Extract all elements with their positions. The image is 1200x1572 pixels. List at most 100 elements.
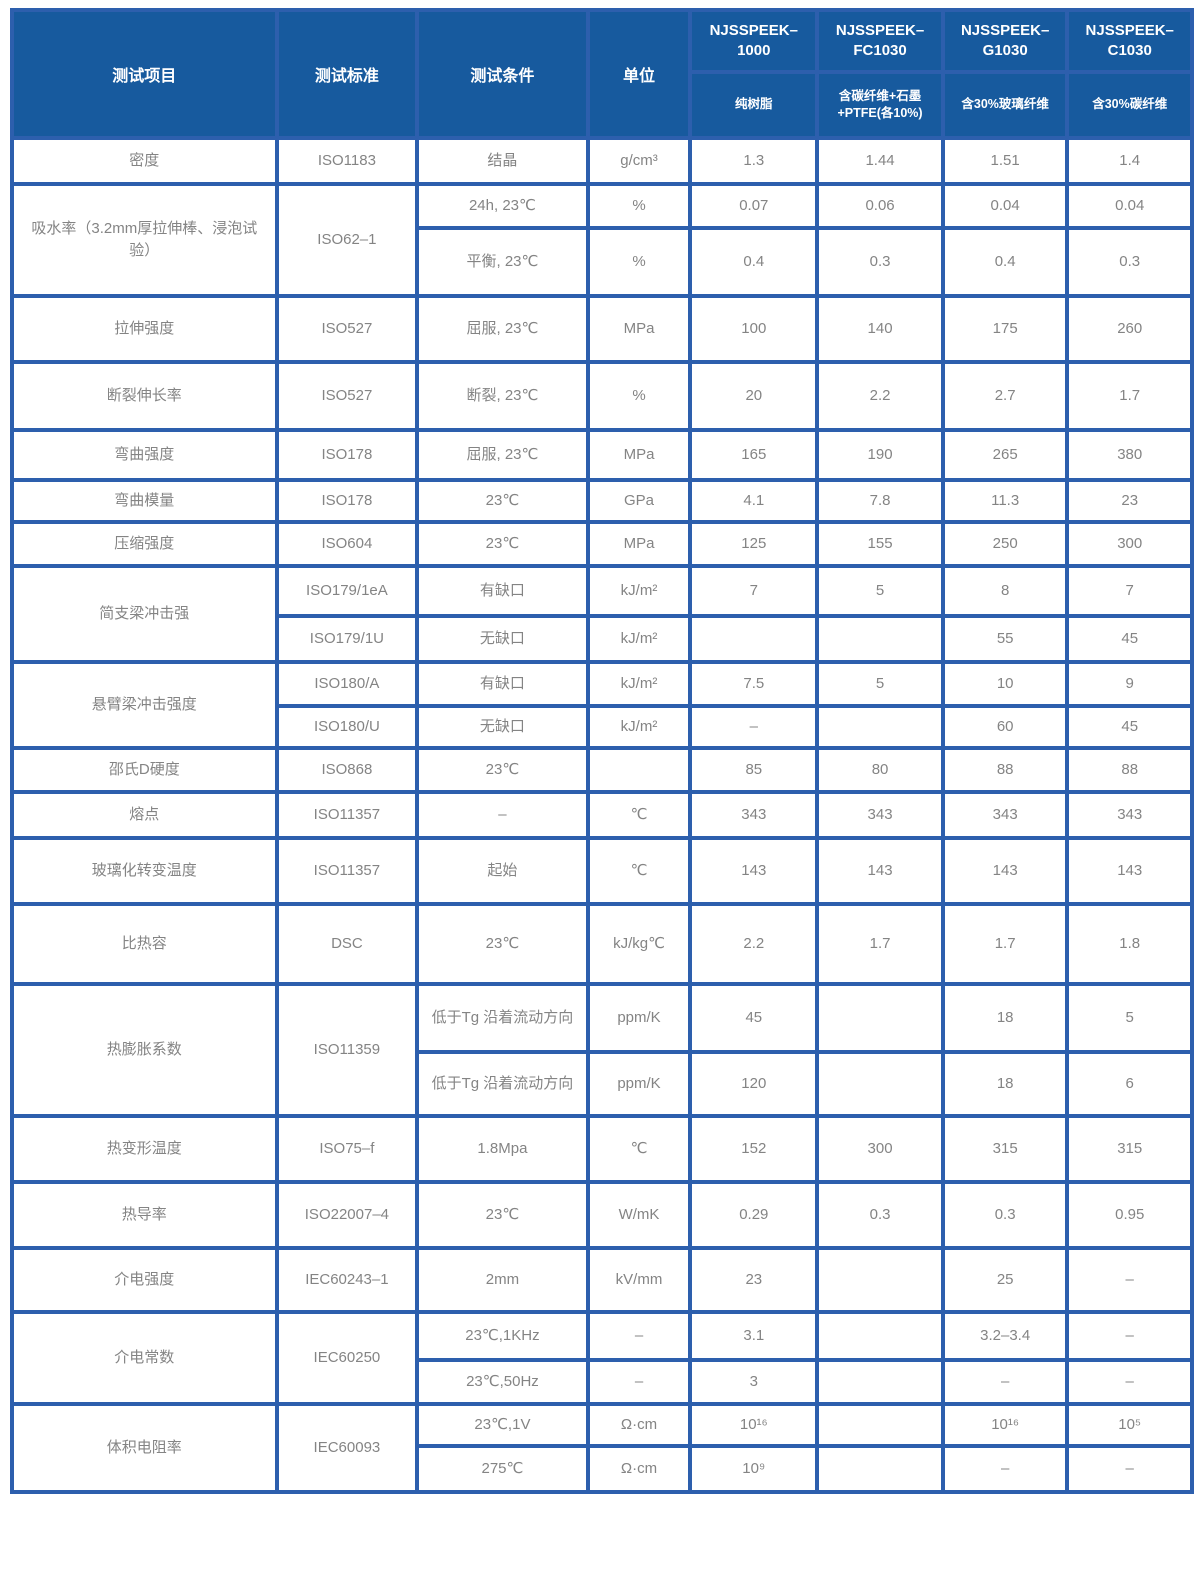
- value-cell: 315: [1069, 1118, 1190, 1180]
- table-row-cte-1: 热膨胀系数 ISO11359 低于Tg 沿着流动方向 ppm/K 45 18 5: [14, 986, 1190, 1114]
- value-cell: 8: [944, 568, 1066, 614]
- row-condition: 23℃,1KHz: [419, 1314, 586, 1358]
- value-cell: 11.3: [944, 482, 1066, 520]
- value-cell: 155: [819, 524, 941, 564]
- value-cell: 0.4: [692, 230, 816, 294]
- table-row-thermal-conductivity: 热导率 ISO22007–4 23℃ W/mK 0.29 0.3 0.3 0.9…: [14, 1184, 1190, 1246]
- row-unit: ℃: [589, 794, 689, 836]
- value-cell: 1.4: [1069, 140, 1190, 182]
- value-cell: 143: [1069, 840, 1190, 902]
- product-name-line1: NJSSPEEK–: [1085, 21, 1174, 39]
- value-cell: 23: [692, 1250, 816, 1310]
- product-name-line2: FC1030: [853, 42, 907, 59]
- value-cell: 5: [819, 568, 941, 614]
- table-row-izod-notched: 悬臂梁冲击强度 ISO180/A 有缺口 kJ/m² 7.5 5 10 9: [14, 664, 1190, 746]
- row-condition: 结晶: [419, 140, 586, 182]
- product-name-line1: NJSSPEEK–: [835, 21, 925, 39]
- value-cell: 5: [1069, 986, 1190, 1050]
- table-row-specific-heat: 比热容 DSC 23℃ kJ/kg℃ 2.2 1.7 1.7 1.8: [14, 906, 1190, 982]
- row-condition: 23℃,50Hz: [419, 1362, 586, 1402]
- value-cell: 0.04: [1069, 186, 1190, 226]
- value-cell: 60: [944, 708, 1066, 746]
- value-cell: 3.1: [692, 1314, 816, 1358]
- value-cell: 165: [692, 432, 816, 478]
- row-standard: ISO178: [278, 432, 416, 478]
- value-cell: 0.3: [944, 1184, 1066, 1246]
- value-cell: 7: [692, 568, 816, 614]
- row-condition: 起始: [419, 840, 586, 902]
- value-cell: 0.95: [1069, 1184, 1190, 1246]
- row-standard: DSC: [278, 906, 416, 982]
- row-condition: –: [419, 794, 586, 836]
- table-row-tensile: 拉伸强度 ISO527 屈服, 23℃ MPa 100 140 175 260: [14, 298, 1190, 360]
- row-unit: W/mK: [589, 1184, 689, 1246]
- row-label: 断裂伸长率: [14, 364, 275, 428]
- value-cell: 4.1: [692, 482, 816, 520]
- row-unit: –: [589, 1314, 689, 1358]
- product-header-fc1030: NJSSPEEK– FC1030: [819, 12, 941, 70]
- product-header-1000: NJSSPEEK– 1000: [692, 12, 816, 70]
- value-cell: –: [1069, 1250, 1190, 1310]
- value-cell: –: [1069, 1362, 1190, 1402]
- value-cell: 2.2: [692, 906, 816, 982]
- row-condition: 断裂, 23℃: [419, 364, 586, 428]
- product-name-line2: 1000: [737, 42, 771, 59]
- value-cell: 10⁹: [692, 1448, 816, 1490]
- value-cell: 0.07: [692, 186, 816, 226]
- value-cell: 25: [944, 1250, 1066, 1310]
- value-cell: 3.2–3.4: [944, 1314, 1066, 1358]
- row-unit: Ω·cm: [589, 1448, 689, 1490]
- row-unit: ppm/K: [589, 986, 689, 1050]
- row-standard: ISO527: [278, 298, 416, 360]
- value-cell: 85: [692, 750, 816, 790]
- value-cell: 45: [1069, 618, 1190, 660]
- row-standard: ISO11359: [278, 986, 416, 1114]
- row-condition: 屈服, 23℃: [419, 298, 586, 360]
- value-cell: [819, 986, 941, 1050]
- row-condition: 有缺口: [419, 664, 586, 704]
- column-header-test-condition: 测试条件: [419, 12, 586, 136]
- value-cell: 1.7: [944, 906, 1066, 982]
- table-row-cte-2: 低于Tg 沿着流动方向 ppm/K 120 18 6: [14, 1054, 1190, 1114]
- row-standard: ISO180/U: [278, 708, 416, 746]
- row-label: 体积电阻率: [14, 1406, 275, 1490]
- row-unit: ℃: [589, 1118, 689, 1180]
- row-standard: ISO868: [278, 750, 416, 790]
- table-row-glass-transition: 玻璃化转变温度 ISO11357 起始 ℃ 143 143 143 143: [14, 840, 1190, 902]
- row-condition: 275℃: [419, 1448, 586, 1490]
- row-standard: ISO180/A: [278, 664, 416, 704]
- product-desc-1000: 纯树脂: [692, 74, 816, 136]
- row-label: 热变形温度: [14, 1118, 275, 1180]
- value-cell: 0.3: [819, 1184, 941, 1246]
- row-unit: kJ/m²: [589, 618, 689, 660]
- row-condition: 23℃: [419, 750, 586, 790]
- row-standard: ISO62–1: [278, 186, 416, 294]
- row-condition: 2mm: [419, 1250, 586, 1310]
- row-condition: 屈服, 23℃: [419, 432, 586, 478]
- value-cell: 45: [692, 986, 816, 1050]
- product-header-g1030: NJSSPEEK– G1030: [944, 12, 1066, 70]
- table-row-density: 密度 ISO1183 结晶 g/cm³ 1.3 1.44 1.51 1.4: [14, 140, 1190, 182]
- value-cell: [819, 618, 941, 660]
- value-cell: 23: [1069, 482, 1190, 520]
- row-condition: 有缺口: [419, 568, 586, 614]
- row-label: 热导率: [14, 1184, 275, 1246]
- row-unit: ℃: [589, 840, 689, 902]
- row-unit: %: [589, 364, 689, 428]
- table-row-dk-50hz: 23℃,50Hz – 3 – –: [14, 1362, 1190, 1402]
- table-row-charpy-unnotched: ISO179/1U 无缺口 kJ/m² 55 45: [14, 618, 1190, 660]
- row-unit: kJ/m²: [589, 568, 689, 614]
- row-label: 比热容: [14, 906, 275, 982]
- value-cell: 143: [819, 840, 941, 902]
- row-standard: ISO11357: [278, 794, 416, 836]
- value-cell: 380: [1069, 432, 1190, 478]
- row-label: 简支梁冲击强: [14, 568, 275, 660]
- value-cell: 0.4: [944, 230, 1066, 294]
- row-unit: Ω·cm: [589, 1406, 689, 1444]
- value-cell: 6: [1069, 1054, 1190, 1114]
- row-label: 悬臂梁冲击强度: [14, 664, 275, 746]
- row-label: 熔点: [14, 794, 275, 836]
- value-cell: [819, 708, 941, 746]
- row-standard: ISO604: [278, 524, 416, 564]
